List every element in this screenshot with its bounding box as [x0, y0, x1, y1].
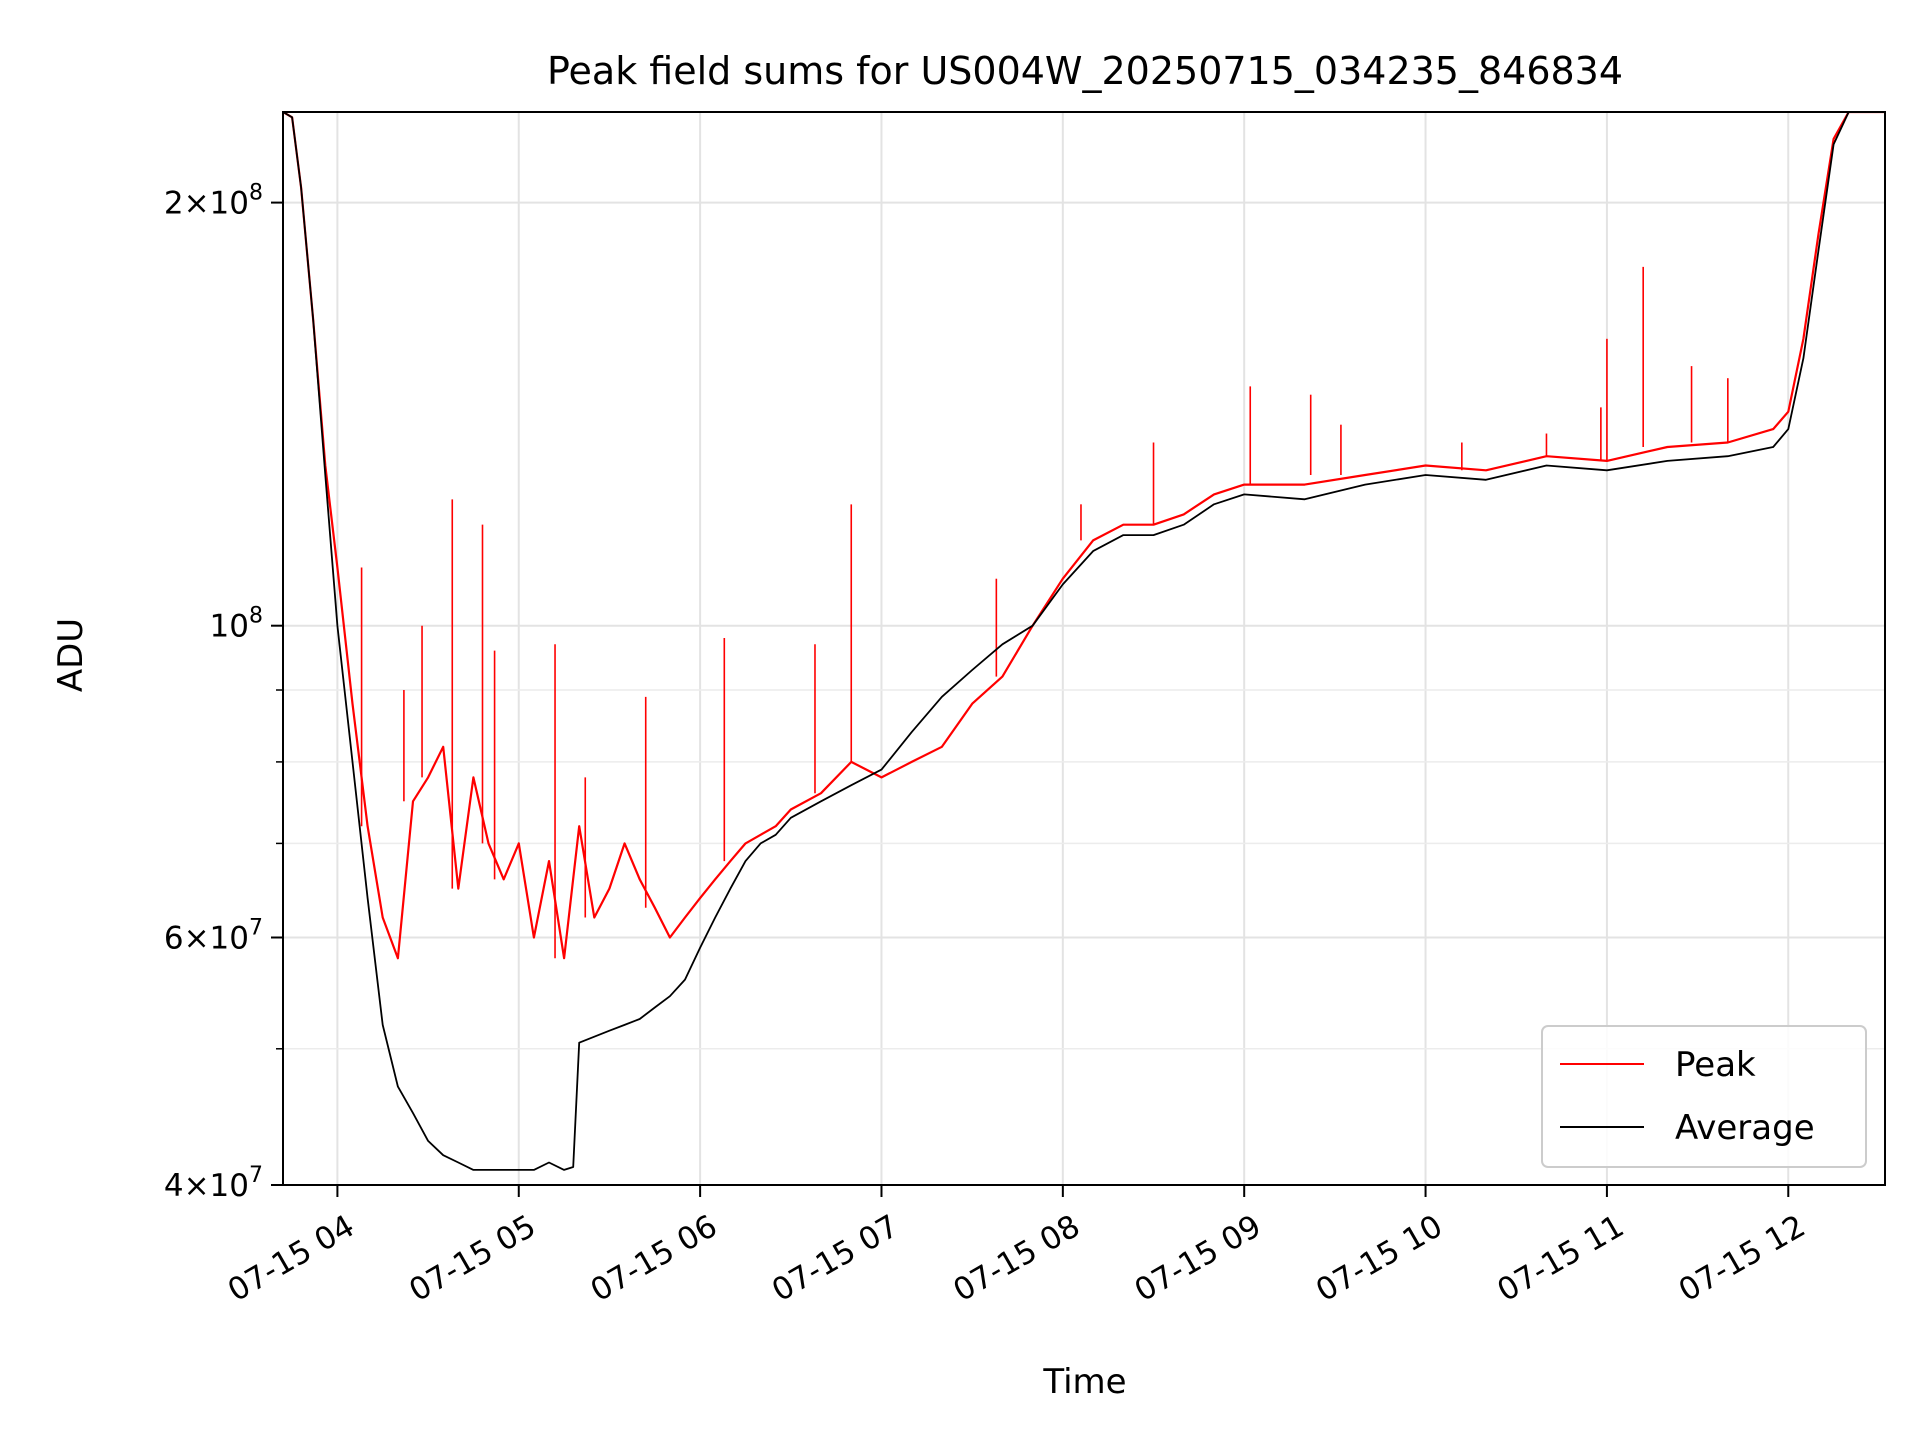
chart-title: Peak field sums for US004W_20250715_0342…: [547, 49, 1623, 93]
series-line-average: [283, 112, 1885, 1171]
y-tick-label: 6×107: [164, 916, 263, 957]
y-axis-label: ADU: [51, 618, 91, 692]
y-tick-label: 4×107: [164, 1163, 263, 1204]
legend-label-average: Average: [1675, 1108, 1815, 1148]
y-tick-label: 108: [210, 604, 263, 645]
x-axis-label: Time: [1042, 1362, 1126, 1402]
series-layer: [283, 112, 1885, 1171]
legend-box: [1541, 1025, 1867, 1168]
y-axis: 4×107 6×107 108 2×108: [164, 181, 283, 1204]
plot-area-frame: [282, 111, 1886, 1186]
series-line-peak: [283, 112, 1885, 960]
legend-label-peak: Peak: [1675, 1045, 1756, 1085]
legend: Peak Average: [1541, 1025, 1867, 1168]
y-tick-label: 2×108: [164, 181, 263, 222]
